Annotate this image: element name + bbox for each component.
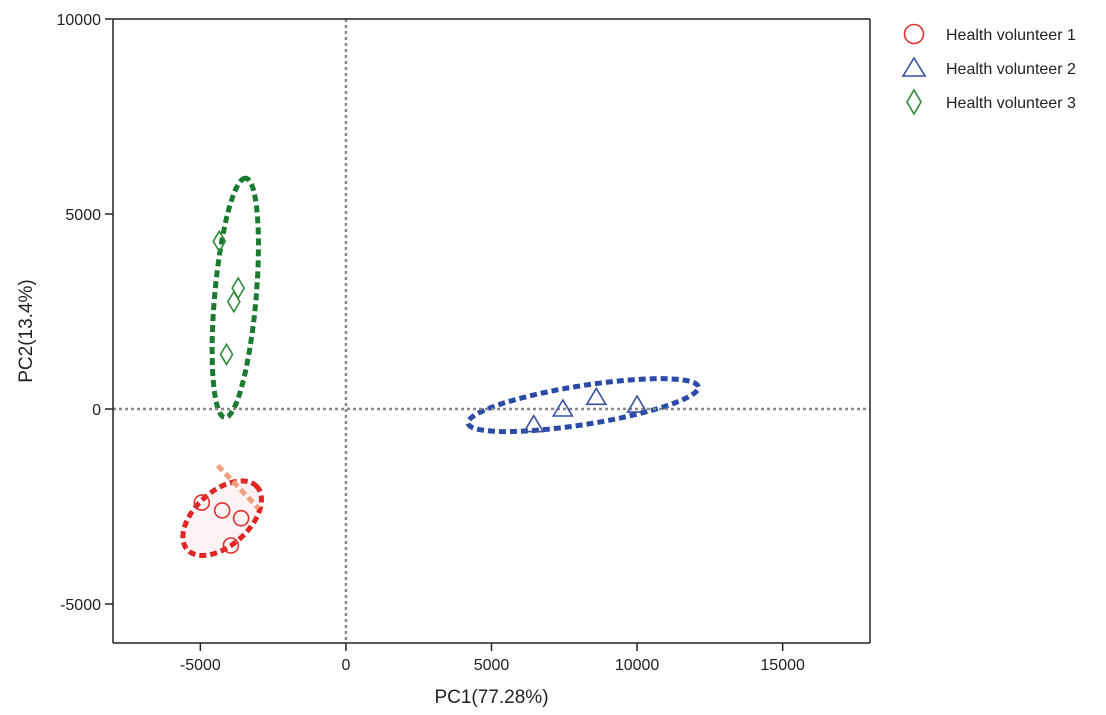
data-point-diamond xyxy=(231,276,246,300)
y-tick-label: 0 xyxy=(92,402,101,419)
y-tick-label: 10000 xyxy=(57,12,102,29)
legend-label: Health volunteer 3 xyxy=(946,95,1076,112)
y-tick-label: -5000 xyxy=(60,597,101,614)
data-point-diamond xyxy=(212,229,227,253)
legend-label: Health volunteer 1 xyxy=(946,27,1076,44)
legend-marker-circle xyxy=(903,23,925,45)
data-point-circle xyxy=(222,537,240,554)
x-tick-label: 10000 xyxy=(615,657,660,674)
legend: Health volunteer 1 Health volunteer 2 Heal… xyxy=(901,23,1076,116)
data-point-triangle xyxy=(522,414,545,433)
x-tick-label: 15000 xyxy=(760,657,805,674)
ellipse-health-volunteer-2 xyxy=(465,376,701,435)
data-point-triangle xyxy=(551,398,574,417)
data-point-diamond xyxy=(219,342,234,366)
ellipse-health-volunteer-3 xyxy=(209,175,262,421)
legend-item: Health volunteer 3 xyxy=(906,88,1076,116)
ellipse-overlap-segment xyxy=(216,463,261,511)
y-tick-label: 5000 xyxy=(65,207,101,224)
data-point-triangle xyxy=(585,386,608,406)
data-point-circle xyxy=(232,509,250,527)
data-point-diamond xyxy=(226,290,241,314)
legend-marker-triangle xyxy=(901,56,927,77)
x-tick-label: 0 xyxy=(341,657,350,674)
confidence-ellipses xyxy=(180,175,701,558)
x-tick-label: -5000 xyxy=(180,657,221,674)
data-point-triangle xyxy=(626,394,648,413)
axes: -5000 0 5000 10000 15000 -5000 0 5000 10000 PC1(7… xyxy=(16,12,871,708)
legend-label: Health volunteer 2 xyxy=(946,61,1076,78)
legend-item: Health volunteer 1 xyxy=(903,23,1076,45)
x-tick-label: 5000 xyxy=(474,657,510,674)
y-axis-title: PC2(13.4%) xyxy=(16,279,37,383)
series-health-volunteer-2 xyxy=(522,386,648,433)
legend-marker-diamond xyxy=(906,88,922,116)
data-point-circle xyxy=(193,494,211,511)
series-health-volunteer-1 xyxy=(193,494,250,554)
x-axis-title: PC1(77.28%) xyxy=(434,687,548,708)
data-points xyxy=(193,229,648,554)
legend-item: Health volunteer 2 xyxy=(901,56,1076,78)
data-point-circle xyxy=(213,502,231,519)
series-health-volunteer-3 xyxy=(212,229,246,366)
